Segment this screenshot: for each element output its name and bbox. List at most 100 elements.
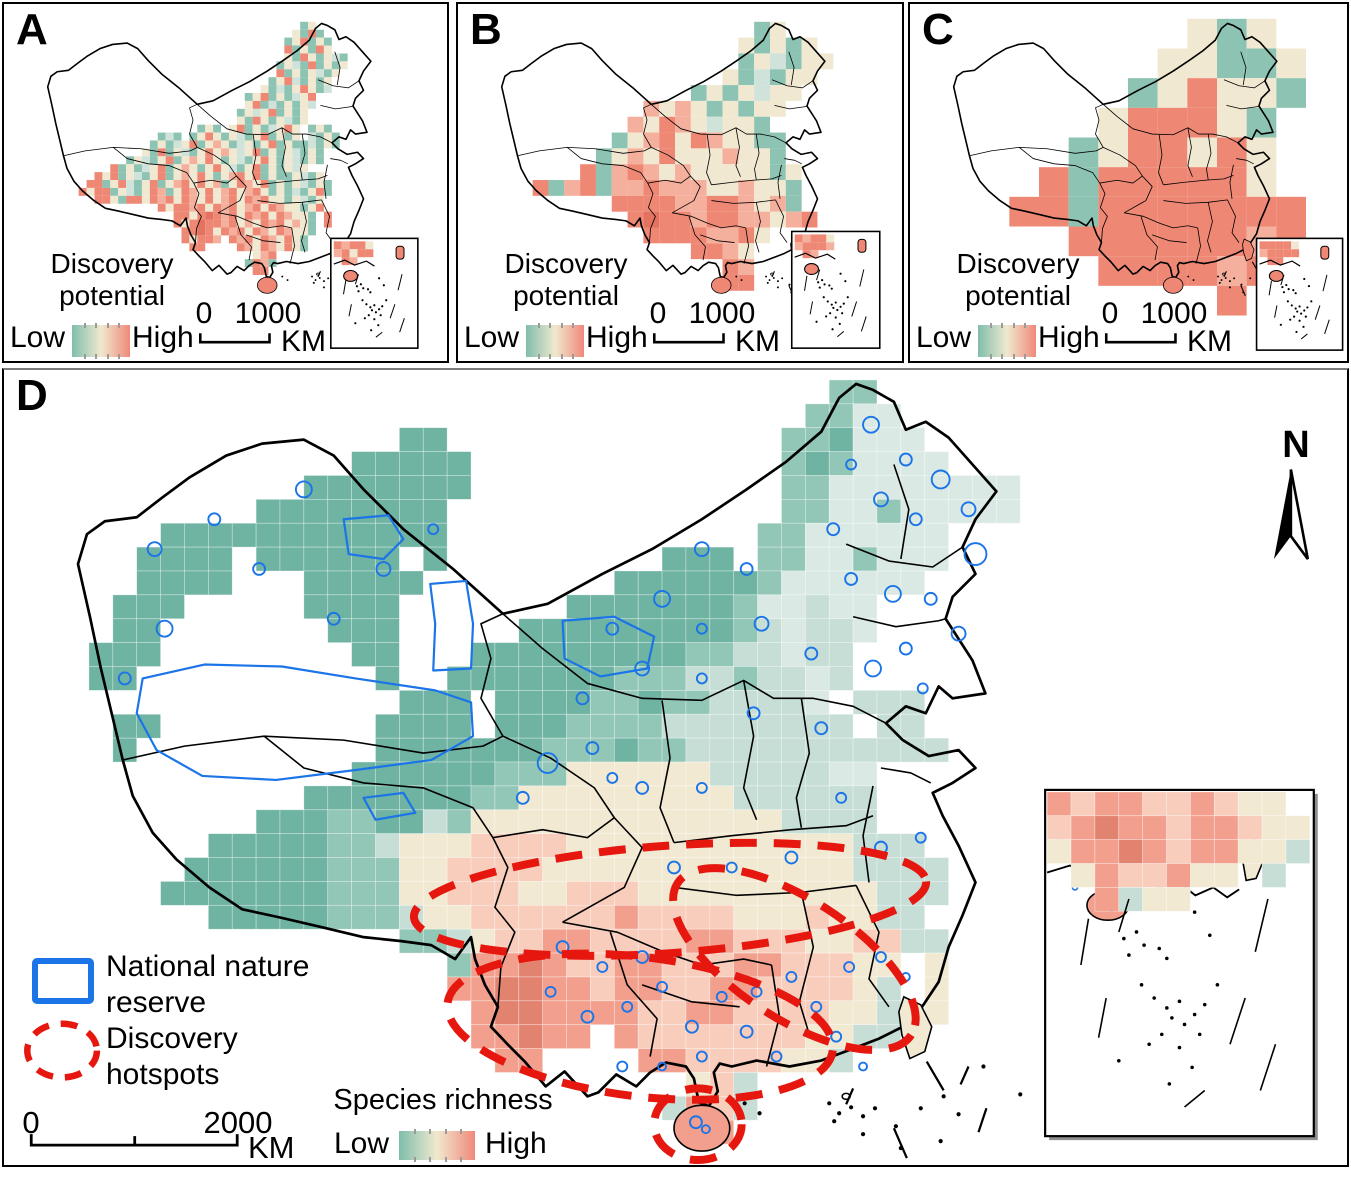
panel-a-label: A [16, 5, 48, 54]
legend-high-label: High [1038, 321, 1100, 354]
map-d-canvas [24, 379, 1318, 1165]
hainan-island [1162, 276, 1184, 294]
south-china-sea-islands [342, 274, 405, 338]
legend-title-line2: potential [965, 280, 1071, 311]
legend-title-line1: Discovery [504, 248, 628, 279]
china-map-outline [76, 382, 1023, 1159]
discovery-colorbar [526, 323, 584, 359]
colorbar-tick [537, 354, 540, 359]
legend-title-line1: Discovery [956, 248, 1080, 279]
panel-d: D National nature reserve Discovery hots… [2, 368, 1349, 1167]
colorbar-tick [444, 1157, 447, 1162]
colorbar-tick [1012, 323, 1015, 328]
colorbar-tick [414, 1129, 417, 1134]
colorbar-tick [989, 323, 992, 328]
colorbar-tick [560, 323, 563, 328]
scalebar-unit: KM [281, 325, 326, 358]
colorbar-tick [459, 1157, 462, 1162]
hotspots-legend-label2: hotspots [106, 1058, 220, 1091]
panel-a: A Discovery potential Low High 0 1000 KM [2, 2, 449, 363]
china-border [46, 22, 372, 279]
scalebar-zero: 0 [195, 297, 213, 330]
panel-b-legend-title: Discovery potential [480, 248, 652, 312]
scalebar-unit: KM [735, 325, 780, 358]
taiwan-island [1242, 238, 1255, 262]
china-border [76, 382, 998, 1108]
discovery-colorbar [72, 323, 130, 359]
panel-d-label: D [16, 371, 48, 420]
panel-b: B Discovery potential Low High 0 1000 KM [456, 2, 904, 363]
sea-inset-box [790, 230, 881, 349]
legend-high-label: High [586, 321, 648, 354]
hainan-island [257, 276, 278, 294]
colorbar-tick [989, 354, 992, 359]
colorbar-tick [83, 323, 86, 328]
nature-reserve-legend-swatch [32, 958, 94, 1004]
scalebar-line [653, 333, 725, 344]
scalebar-unit: KM [248, 1130, 295, 1165]
colorbar-tick [429, 1157, 432, 1162]
sea-inset-box [1255, 237, 1344, 351]
hotspots-legend-label: Discovery [106, 1022, 238, 1055]
scalebar-line [29, 1134, 239, 1147]
north-arrow-icon [1273, 469, 1310, 560]
south-china-sea-islands [1080, 898, 1277, 1108]
scalebar-zero: 0 [22, 1105, 40, 1140]
scalebar-zero: 0 [1101, 297, 1119, 330]
nature-reserve-legend-label: National nature [106, 950, 310, 983]
scalebar-distance: 2000 [203, 1105, 273, 1140]
colorbar-tick [429, 1129, 432, 1134]
scalebar-distance: 1000 [234, 297, 302, 330]
map-a-canvas [46, 21, 419, 349]
map-c-canvas [952, 18, 1344, 351]
colorbar-tick [106, 354, 109, 359]
china-border [952, 22, 1278, 279]
legend-high-label: High [132, 321, 194, 354]
panel-b-label: B [470, 5, 502, 54]
panel-c-label: C [922, 5, 954, 54]
raster-cells-layer [1046, 791, 1311, 912]
china-border [500, 22, 826, 279]
richness-low-label: Low [334, 1127, 390, 1160]
south-china-sea-islands [1268, 274, 1330, 340]
scalebar-distance: 1000 [1140, 297, 1208, 330]
nature-reserve-legend-label2: reserve [106, 986, 207, 1019]
panel-c: C Discovery potential Low High 0 1000 KM [908, 2, 1349, 363]
scalebar-unit: KM [1187, 325, 1232, 358]
panel-a-legend-title: Discovery potential [26, 248, 198, 312]
scalebar-distance: 1000 [688, 297, 756, 330]
species-richness-title: Species richness [333, 1084, 553, 1116]
legend-title-line1: Discovery [50, 248, 174, 279]
panel-c-legend-title: Discovery potential [932, 248, 1104, 312]
legend-title-line2: potential [513, 280, 619, 311]
colorbar-tick [106, 323, 109, 328]
richness-colorbar [399, 1129, 475, 1162]
colorbar-tick [537, 323, 540, 328]
north-arrow-label: N [1282, 424, 1310, 466]
colorbar-tick [549, 354, 552, 359]
colorbar-tick [414, 1157, 417, 1162]
map-b-canvas [500, 21, 881, 349]
china-map-outline [952, 22, 1287, 297]
colorbar-tick [118, 323, 121, 328]
legend-low-label: Low [10, 321, 66, 354]
colorbar-tick [95, 354, 98, 359]
colorbar-tick [560, 354, 563, 359]
sea-inset-box [330, 237, 419, 349]
scalebar-line [198, 333, 271, 344]
colorbar-tick [572, 323, 575, 328]
scalebar-zero: 0 [649, 297, 667, 330]
colorbar-tick [572, 354, 575, 359]
colorbar-tick [1001, 354, 1004, 359]
colorbar-tick [459, 1129, 462, 1134]
raster-cells-layer [532, 21, 834, 291]
china-map-outline [500, 22, 835, 297]
legend-low-label: Low [916, 321, 972, 354]
colorbar-tick [1012, 354, 1015, 359]
raster-cells-layer [78, 21, 348, 275]
colorbar-tick [95, 323, 98, 328]
richness-high-label: High [485, 1127, 547, 1160]
discovery-colorbar [978, 323, 1036, 359]
legend-low-label: Low [464, 321, 520, 354]
